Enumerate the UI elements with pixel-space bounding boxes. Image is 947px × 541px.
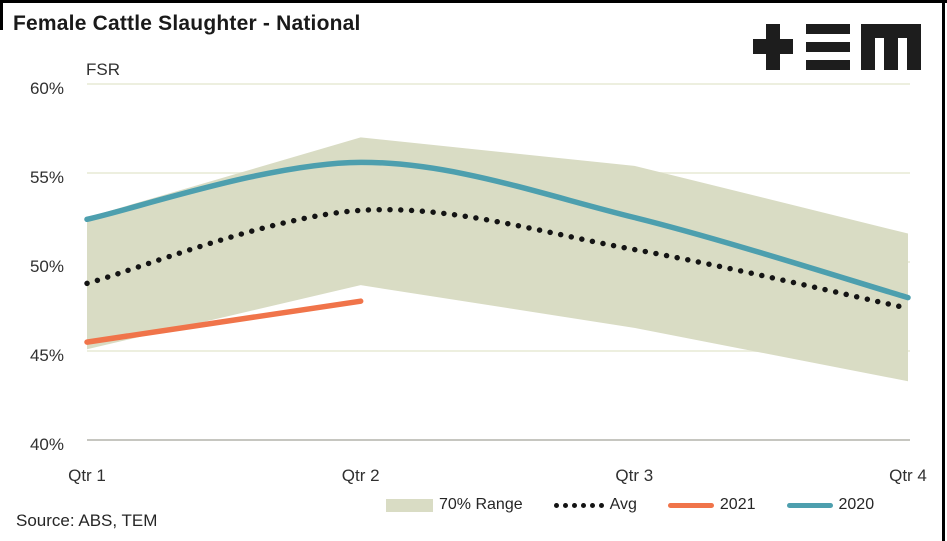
tem-logo [753, 24, 921, 70]
dot-icon [598, 502, 604, 508]
y-tick-label: 40% [29, 435, 64, 454]
legend-label: 2021 [719, 496, 756, 513]
y-tick-label: 55% [29, 168, 64, 187]
series-2021-line [84, 298, 364, 345]
x-tick-label: Qtr 3 [615, 466, 654, 485]
window-border-top [0, 0, 947, 3]
legend-label: 70% Range [439, 496, 523, 513]
dot-icon [562, 502, 568, 508]
x-tick-label: Qtr 4 [889, 466, 927, 485]
line-swatch-icon [667, 502, 714, 508]
dot-icon [571, 502, 577, 508]
y-tick-label: 60% [29, 79, 64, 98]
dot-icon [553, 502, 559, 508]
dot-icon [589, 502, 595, 508]
legend-item-70-range: 70% Range [386, 496, 523, 514]
window-border-right [942, 0, 945, 541]
avg-line [84, 207, 911, 311]
range-band-area [87, 137, 908, 382]
y-axis-title: FSR [86, 60, 120, 79]
window-border-left [0, 0, 3, 30]
legend-item-2021: 2021 [667, 496, 756, 514]
logo-plus-icon [753, 24, 793, 70]
chart-title: Female Cattle Slaughter - National [13, 12, 361, 35]
logo-m-icon [861, 24, 921, 70]
series-2020-line [84, 159, 911, 301]
dot-icon [580, 502, 586, 508]
y-tick-label: 45% [29, 346, 64, 365]
legend-item-avg: Avg [553, 496, 637, 514]
logo-bars-icon [806, 24, 850, 70]
line-swatch-icon [786, 502, 833, 508]
chart-legend: 70% Range Avg 2021 2020 [386, 496, 874, 514]
dotted-line-swatch-icon [553, 502, 604, 508]
x-tick-label: Qtr 2 [341, 466, 380, 485]
y-tick-label: 50% [29, 257, 64, 276]
range-band-swatch-icon [386, 498, 433, 512]
source-note: Source: ABS, TEM [16, 511, 158, 530]
legend-item-2020: 2020 [786, 496, 875, 514]
legend-label: Avg [609, 496, 637, 513]
legend-label: 2020 [838, 496, 875, 513]
x-tick-label: Qtr 1 [68, 466, 106, 485]
